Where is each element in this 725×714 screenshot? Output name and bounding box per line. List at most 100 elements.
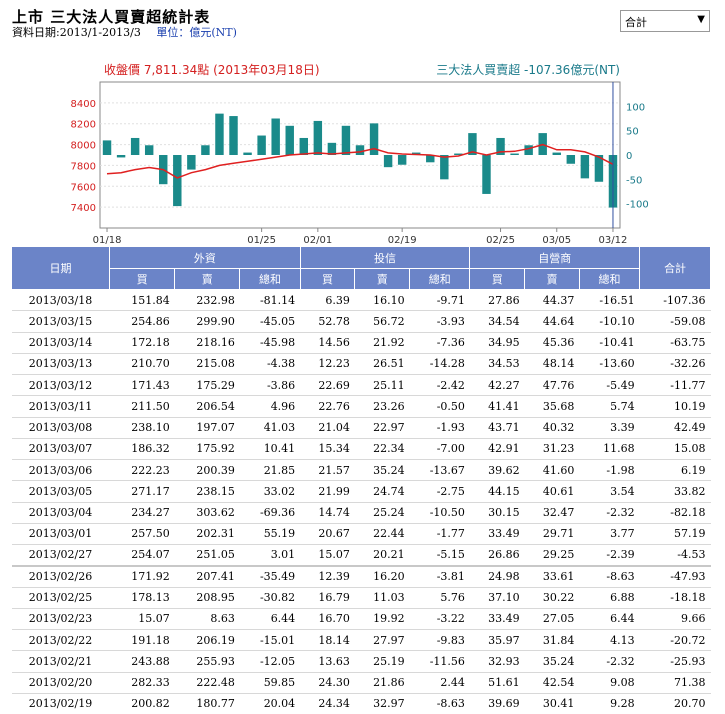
right-tick-label: -50 (626, 175, 642, 186)
cell-value: -63.75 (639, 332, 711, 354)
data-period: 資料日期:2013/1-2013/3 單位：億元(NT) (12, 24, 237, 40)
cell-value: 21.92 (354, 332, 410, 354)
cell-value: -7.36 (409, 332, 470, 354)
net-bar (130, 137, 140, 155)
x-tick-label: 02/25 (486, 235, 515, 245)
page-title: 上市 三大法人買賣超統計表 (12, 8, 211, 26)
price-line (106, 143, 614, 179)
cell-value: 303.62 (174, 502, 240, 524)
net-bar (440, 155, 449, 180)
cell-value: 257.50 (109, 523, 175, 546)
cell-value: 255.93 (174, 650, 240, 673)
net-bar (243, 152, 252, 155)
cell-value: 206.19 (174, 629, 240, 652)
net-bar (257, 135, 266, 155)
cell-value: 3.01 (239, 544, 301, 567)
cell-value: 27.86 (469, 289, 525, 312)
cell-value: -16.51 (579, 289, 640, 312)
net-bar (580, 155, 590, 179)
data-table: 日期 外資 投信 自營商 合計 買賣總和買賣總和買賣總和 2013/03/18 1… (11, 246, 711, 714)
net-bar (313, 120, 323, 155)
cell-value: 202.31 (174, 523, 240, 546)
cell-value: 24.30 (300, 672, 355, 694)
cell-value: 48.14 (524, 353, 580, 376)
cell-value: 20.70 (639, 693, 711, 714)
net-bar (594, 155, 604, 182)
cell-date: 2013/03/05 (11, 480, 110, 503)
cell-date: 2013/02/20 (11, 672, 110, 694)
cell-value: 197.07 (174, 417, 240, 439)
cell-value: 282.33 (109, 672, 175, 694)
cell-value: 29.25 (524, 544, 580, 567)
cell-value: 31.84 (524, 629, 580, 652)
cell-value: 51.61 (469, 672, 525, 694)
table-row: 2013/03/11 211.50 206.54 4.96 22.76 23.26 -0.5… (11, 395, 711, 418)
net-bar (201, 145, 210, 155)
right-tick-label: 50 (626, 127, 639, 138)
cell-value: 5.74 (579, 395, 640, 418)
net-bar (271, 118, 280, 155)
cell-value: 21.86 (354, 672, 410, 694)
cell-value: 9.66 (639, 608, 711, 631)
cell-value: 254.07 (109, 544, 175, 567)
cell-value: -3.81 (409, 564, 470, 588)
cell-value: 15.34 (300, 438, 355, 461)
chart: 收盤價 7,811.34點 (2013年03月18日) 三大法人買賣超 -107.… (0, 60, 725, 246)
cell-value: 21.99 (300, 480, 355, 503)
table-row: 2013/03/06 222.23 200.39 21.85 21.57 35.24 -13… (11, 459, 711, 482)
cell-value: 42.54 (524, 672, 580, 694)
period-label: 資料日期:2013/1-2013/3 (12, 26, 141, 39)
cell-value: 15.07 (109, 608, 175, 631)
cell-value: 175.92 (174, 438, 240, 461)
col-sub-8: 總和 (578, 268, 641, 290)
cell-value: 20.04 (239, 693, 301, 714)
cell-value: 19.92 (354, 608, 410, 631)
cell-value: 16.70 (300, 608, 355, 631)
table-row: 2013/02/23 15.07 8.63 6.44 16.70 19.92 -3.22 33… (11, 608, 711, 631)
cell-value: 10.19 (639, 395, 711, 418)
cell-value: 180.77 (174, 693, 240, 714)
cell-date: 2013/03/06 (11, 459, 110, 482)
cell-value: 24.34 (300, 693, 355, 714)
cell-value: -13.67 (409, 459, 470, 482)
cell-value: -1.98 (579, 459, 640, 482)
col-sub-4: 賣 (354, 268, 411, 290)
col-group-foreign: 外資 (109, 246, 301, 269)
cell-value: 9.08 (579, 672, 640, 694)
cell-value: 234.27 (109, 502, 175, 524)
cell-value: 55.19 (239, 523, 301, 546)
cell-value: -9.83 (409, 629, 470, 652)
cell-value: 26.86 (469, 544, 525, 567)
cell-value: 251.05 (174, 544, 240, 567)
cell-value: 16.79 (300, 587, 355, 609)
cell-value: -25.93 (639, 650, 711, 673)
right-tick-label: 0 (626, 151, 632, 162)
net-bar (299, 137, 308, 155)
table-row: 2013/03/04 234.27 303.62 -69.36 14.74 25.24 -1… (11, 502, 711, 524)
cell-value: 56.72 (354, 310, 410, 333)
cell-value: 3.39 (579, 417, 640, 439)
x-tick-label: 02/19 (388, 235, 417, 245)
cell-value: 271.17 (109, 480, 175, 503)
col-sub-7: 賣 (524, 268, 580, 290)
cell-value: 40.32 (524, 417, 580, 439)
net-bar (341, 125, 351, 155)
cell-value: -7.00 (409, 438, 470, 461)
cell-value: -3.93 (409, 310, 470, 333)
cell-value: 6.39 (300, 289, 355, 312)
cell-value: 24.74 (354, 480, 410, 503)
cell-value: -82.18 (639, 502, 711, 524)
cell-value: -5.15 (409, 544, 470, 567)
cell-value: 3.77 (579, 523, 640, 546)
cell-value: -2.39 (579, 544, 640, 567)
table-row: 2013/02/25 178.13 208.95 -30.82 16.79 11.03 5.… (11, 587, 711, 609)
cell-value: 43.71 (469, 417, 525, 439)
cell-value: -10.41 (579, 332, 640, 354)
net-bar (285, 125, 294, 155)
net-bar (327, 142, 337, 155)
category-select[interactable]: 合計 ▼ (620, 10, 710, 32)
cell-value: -2.75 (409, 480, 470, 503)
cell-value: 151.84 (109, 289, 175, 312)
cell-value: 238.10 (109, 417, 175, 439)
cell-value: 172.18 (109, 332, 175, 354)
